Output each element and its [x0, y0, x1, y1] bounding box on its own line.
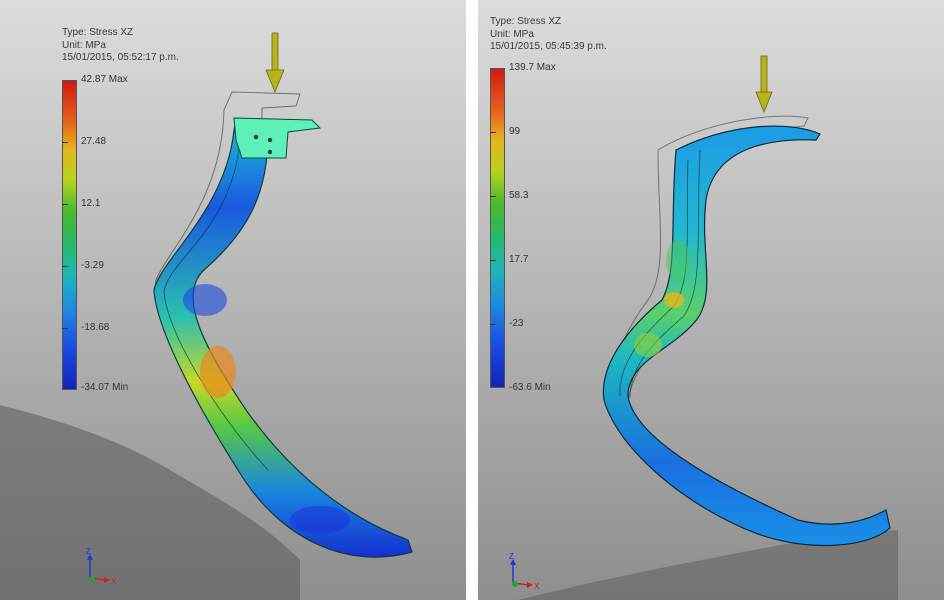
right-ground-shadow [518, 530, 898, 600]
legend-label: -18.68 [81, 322, 110, 333]
right-model-scene[interactable] [478, 0, 944, 600]
legend-min-label: -34.07 Min [81, 382, 129, 393]
right-color-legend: 139.7 Max 99 58.3 17.7 -23 -63.6 Min [490, 62, 570, 393]
legend-label: 12.1 [81, 198, 101, 209]
left-model-scene[interactable] [0, 0, 466, 600]
right-load-arrow-icon[interactable] [755, 55, 773, 114]
legend-label: 58.3 [509, 190, 529, 201]
left-result-header: Type: Stress XZ Unit: MPa 15/01/2015, 05… [62, 27, 179, 65]
left-load-arrow-icon[interactable] [265, 32, 285, 94]
right-result-header: Type: Stress XZ Unit: MPa 15/01/2015, 05… [490, 16, 607, 54]
left-mount-bracket [233, 117, 322, 159]
legend-label: 17.7 [509, 254, 529, 265]
left-color-legend: 42.87 Max 27.48 12.1 -3.29 -18.68 -34.07… [62, 74, 142, 393]
left-axis-triad-icon: Z X [86, 548, 117, 586]
viewport-divider [466, 0, 478, 600]
right-axis-triad-icon: Z X [509, 553, 540, 591]
legend-max-label: 42.87 Max [81, 74, 128, 85]
result-type: Type: Stress XZ [490, 16, 562, 27]
legend-label: 99 [509, 126, 521, 137]
legend-max-label: 139.7 Max [509, 62, 556, 73]
legend-label: -3.29 [81, 260, 104, 271]
svg-text:Z: Z [509, 553, 514, 561]
legend-color-bar [490, 68, 505, 388]
svg-text:Z: Z [86, 548, 91, 556]
result-unit: Unit: MPa [490, 28, 534, 40]
svg-text:X: X [534, 582, 540, 591]
left-ground-shadow [0, 405, 300, 600]
right-stress-viewport[interactable]: Type: Stress XZ Unit: MPa 15/01/2015, 05… [478, 0, 944, 600]
left-blade-body [153, 119, 413, 558]
left-stress-viewport[interactable]: Type: Stress XZ Unit: MPa 15/01/2015, 05… [0, 0, 466, 600]
legend-label: 27.48 [81, 136, 107, 147]
right-blade-body [602, 125, 891, 547]
result-unit: Unit: MPa [62, 39, 106, 51]
result-type: Type: Stress XZ [62, 27, 134, 38]
legend-min-label: -63.6 Min [509, 382, 551, 393]
svg-text:X: X [111, 577, 117, 586]
result-timestamp: 15/01/2015, 05:45:39 p.m. [490, 41, 607, 52]
legend-label: -23 [509, 318, 524, 329]
legend-color-bar [62, 80, 77, 390]
result-timestamp: 15/01/2015, 05:52:17 p.m. [62, 52, 179, 63]
